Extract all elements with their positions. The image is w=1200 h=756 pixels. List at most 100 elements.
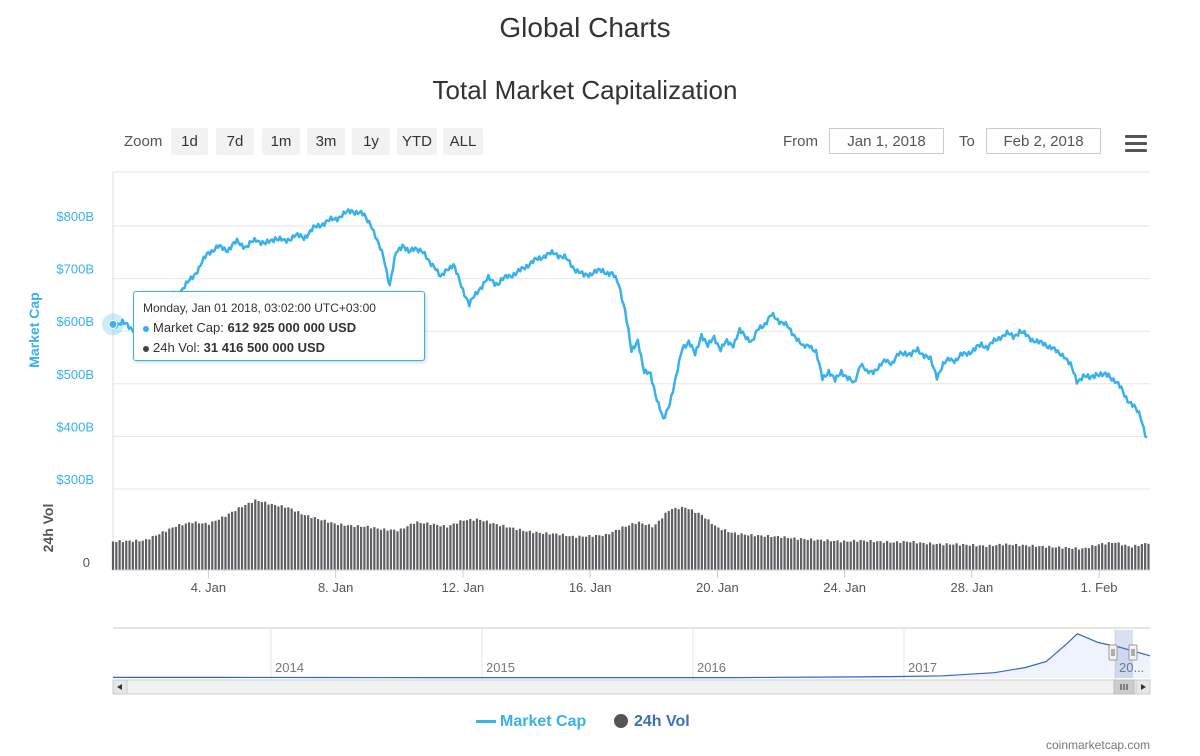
volume-bar bbox=[310, 518, 313, 570]
volume-bar bbox=[872, 542, 875, 570]
volume-bar bbox=[472, 520, 475, 570]
volume-bar bbox=[379, 529, 383, 570]
volume-bar bbox=[297, 511, 300, 570]
volume-bar bbox=[502, 524, 505, 570]
volume-bar bbox=[654, 524, 657, 570]
volume-bar bbox=[495, 524, 498, 570]
volume-bar bbox=[148, 539, 151, 570]
legend-market-cap[interactable]: Market Cap bbox=[476, 713, 586, 731]
volume-bar bbox=[512, 527, 515, 570]
volume-bar bbox=[161, 531, 164, 570]
volume-bar bbox=[733, 532, 737, 570]
volume-bar bbox=[131, 541, 134, 570]
volume-bar bbox=[320, 520, 323, 570]
volume-bar bbox=[760, 535, 763, 570]
navigator-right-handle[interactable] bbox=[1128, 644, 1138, 661]
volume-bar bbox=[366, 525, 369, 570]
zoom-1d-button[interactable]: 1d bbox=[171, 128, 208, 155]
volume-bar bbox=[330, 522, 333, 570]
volume-bar bbox=[118, 540, 121, 570]
volume-bar bbox=[221, 516, 224, 570]
volume-bar bbox=[684, 507, 687, 570]
volume-bar bbox=[581, 536, 584, 570]
volume-bars bbox=[111, 499, 1150, 570]
volume-bar bbox=[1147, 543, 1150, 570]
volume-bar bbox=[588, 534, 591, 570]
scrollbar-right-arrow[interactable] bbox=[1135, 679, 1151, 695]
volume-bar bbox=[287, 507, 290, 570]
volume-bar bbox=[224, 516, 227, 570]
volume-bar bbox=[462, 520, 465, 570]
volume-bar bbox=[608, 534, 611, 570]
volume-bar bbox=[879, 541, 882, 570]
volume-bar bbox=[135, 539, 138, 570]
zoom-ytd-button[interactable]: YTD bbox=[397, 128, 437, 155]
scrollbar-left-arrow[interactable] bbox=[112, 679, 128, 695]
navigator-year-label: 2016 bbox=[697, 660, 726, 675]
volume-bar bbox=[674, 507, 677, 570]
from-label: From bbox=[783, 133, 818, 150]
volume-bar bbox=[614, 529, 617, 570]
volume-bar bbox=[1031, 544, 1034, 570]
volume-bar bbox=[889, 542, 892, 570]
from-date-input[interactable]: Jan 1, 2018 bbox=[829, 128, 944, 154]
scrollbar-track[interactable] bbox=[112, 679, 1151, 695]
volume-bar bbox=[446, 527, 449, 570]
volume-bar bbox=[1018, 546, 1021, 570]
volume-bar bbox=[250, 503, 254, 570]
volume-bar bbox=[442, 525, 445, 570]
volume-bar bbox=[545, 532, 548, 570]
volume-bar bbox=[558, 535, 561, 570]
scrollbar-thumb[interactable] bbox=[1113, 679, 1135, 695]
volume-bar bbox=[1144, 543, 1147, 570]
volume-bar bbox=[800, 538, 803, 570]
volume-bar bbox=[479, 519, 482, 570]
volume-bar bbox=[158, 534, 161, 570]
volume-tick-0: 0 bbox=[83, 555, 90, 570]
zoom-1m-button[interactable]: 1m bbox=[262, 128, 300, 155]
volume-bar bbox=[184, 523, 187, 570]
volume-bar bbox=[1101, 543, 1104, 570]
navigator-selected-range[interactable] bbox=[1115, 630, 1133, 678]
line-legend-icon bbox=[476, 720, 496, 724]
volume-bar bbox=[952, 544, 955, 570]
volume-bar bbox=[680, 506, 684, 570]
volume-bar bbox=[373, 527, 376, 570]
volume-bar bbox=[482, 521, 485, 570]
zoom-7d-button[interactable]: 7d bbox=[216, 128, 254, 155]
zoom-1y-button[interactable]: 1y bbox=[352, 128, 390, 155]
volume-bar bbox=[1044, 547, 1048, 570]
volume-bar bbox=[1001, 545, 1005, 570]
volume-bar bbox=[895, 541, 899, 570]
menu-bar bbox=[1125, 149, 1147, 152]
navigator-year-label: 2017 bbox=[908, 660, 937, 675]
x-tick-label: 12. Jan bbox=[442, 580, 485, 595]
to-label: To bbox=[959, 133, 975, 150]
zoom-3m-button[interactable]: 3m bbox=[307, 128, 345, 155]
volume-bar bbox=[469, 518, 472, 570]
data-tooltip: Monday, Jan 01 2018, 03:02:00 UTC+03:00 … bbox=[133, 291, 425, 361]
volume-bar bbox=[661, 518, 664, 570]
volume-bar bbox=[204, 522, 207, 570]
volume-bar bbox=[1015, 543, 1018, 570]
volume-bar bbox=[823, 541, 826, 570]
volume-bar bbox=[489, 523, 492, 570]
chart-menu-button[interactable] bbox=[1125, 135, 1147, 153]
volume-bar bbox=[1028, 546, 1031, 570]
volume-bar bbox=[237, 507, 240, 570]
navigator-left-handle[interactable] bbox=[1108, 644, 1118, 661]
credit-link[interactable]: coinmarketcap.com bbox=[1046, 738, 1151, 752]
zoom-all-button[interactable]: ALL bbox=[443, 128, 483, 155]
volume-bar bbox=[429, 524, 432, 570]
volume-bar bbox=[998, 543, 1001, 570]
volume-bar bbox=[905, 541, 909, 570]
volume-bar bbox=[859, 539, 862, 570]
volume-bar bbox=[631, 523, 634, 570]
volume-bar bbox=[244, 504, 247, 570]
to-date-input[interactable]: Feb 2, 2018 bbox=[986, 128, 1101, 154]
volume-bar bbox=[578, 535, 581, 570]
volume-bar bbox=[922, 542, 925, 570]
volume-bar bbox=[1021, 544, 1024, 570]
legend-volume[interactable]: 24h Vol bbox=[614, 713, 690, 731]
